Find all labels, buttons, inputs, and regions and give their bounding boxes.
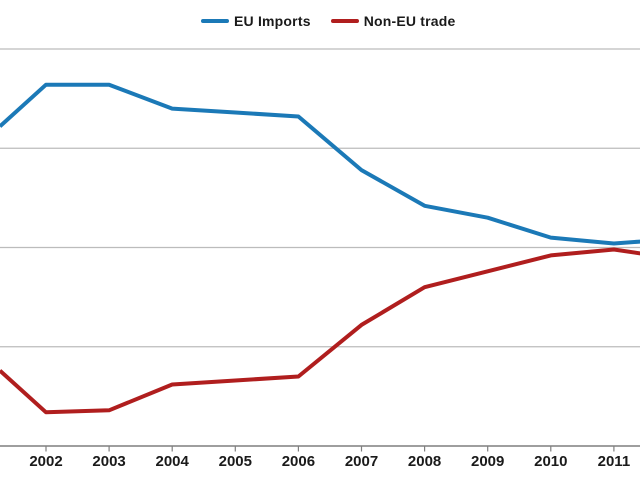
legend: EU Imports Non-EU trade <box>201 13 456 29</box>
eu-imports-line <box>0 82 640 246</box>
legend-label-non-eu-trade: Non-EU trade <box>363 13 456 29</box>
x-axis-tick-label: 2009 <box>471 453 504 470</box>
x-axis-tick-label: 2011 <box>598 453 631 470</box>
x-axis-tick-label: 2008 <box>408 453 441 470</box>
legend-label-eu-imports: EU Imports <box>234 13 311 29</box>
x-axis-tick-label: 2005 <box>219 453 252 470</box>
legend-item-non-eu-trade: Non-EU trade <box>330 13 456 29</box>
x-axis-tick-label: 2004 <box>156 453 190 470</box>
non-eu-trade-line <box>0 247 640 415</box>
x-axis-tick-label: 2006 <box>282 453 315 470</box>
non-eu-trade-line-swatch-icon <box>330 19 359 23</box>
x-axis-tick-label: 2007 <box>345 453 378 470</box>
x-axis-tick-label: 2010 <box>534 453 567 470</box>
x-axis-tick-label: 2003 <box>92 453 125 470</box>
legend-item-eu-imports: EU Imports <box>201 13 311 29</box>
x-axis-tick-label: 2002 <box>29 453 62 470</box>
eu-imports-line-swatch-icon <box>201 19 229 23</box>
